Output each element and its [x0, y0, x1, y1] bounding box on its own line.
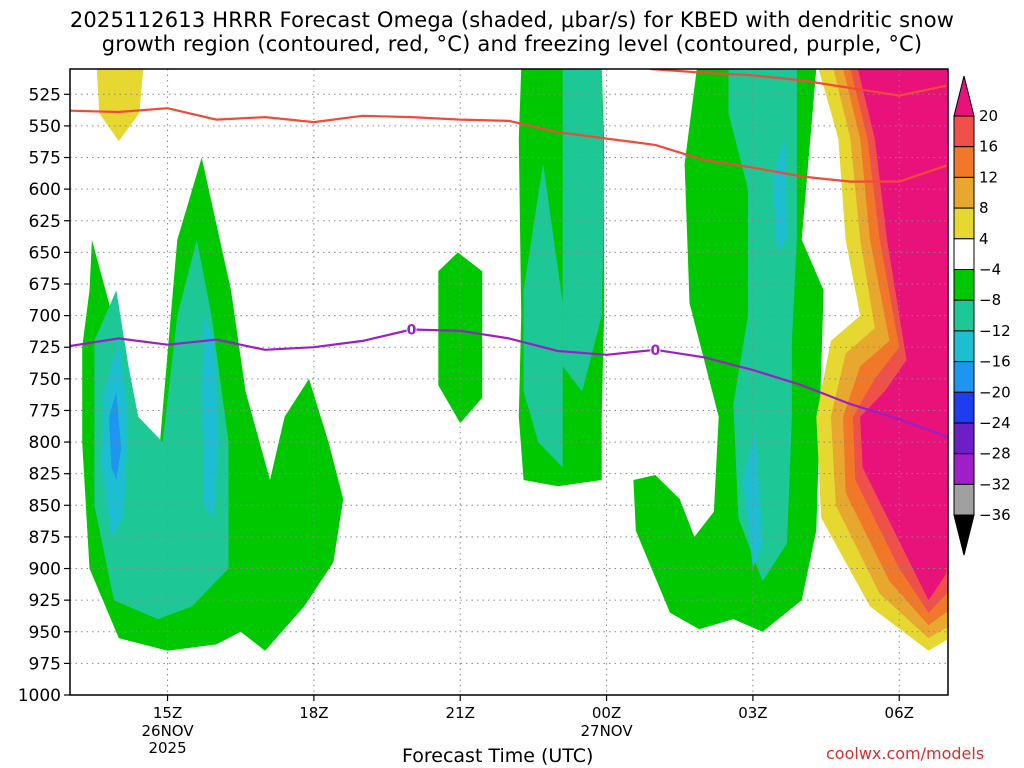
- x-tick-label: 00Z: [592, 704, 621, 722]
- y-tick-label: 600: [29, 180, 61, 200]
- colorbar-bin: [953, 391, 975, 424]
- x-axis-label: Forecast Time (UTC): [402, 745, 594, 767]
- colorbar-label: −32: [979, 475, 1011, 493]
- y-tick-label: 750: [29, 370, 61, 390]
- colorbar-label: 20: [979, 107, 998, 125]
- colorbar-label: −4: [979, 261, 1001, 279]
- y-axis: 525 550 575 600 625 650 675 700 725 750 775 800 825 8…: [18, 85, 70, 706]
- colorbar-label: −20: [979, 383, 1011, 401]
- x-tick-label: 03Z: [738, 704, 767, 722]
- colorbar-bin: [953, 146, 975, 178]
- dgz-lower-isotherm: [70, 107, 948, 183]
- x-tick-year: 2025: [148, 739, 186, 757]
- omega-yellow-top-left: [96, 69, 144, 142]
- colorbar-label: −8: [979, 291, 1001, 309]
- y-tick-label: 525: [29, 85, 61, 105]
- y-tick-label: 650: [29, 243, 61, 263]
- contour-layer: 00: [70, 69, 948, 440]
- colorbar-label: −16: [979, 353, 1011, 371]
- colorbar-bin: [953, 299, 975, 332]
- y-tick-label: 850: [29, 496, 61, 516]
- plot-frame: [69, 68, 949, 696]
- y-tick-label: 625: [29, 212, 61, 232]
- colorbar-label: 4: [979, 230, 989, 248]
- x-tick-date: 26NOV: [141, 722, 194, 740]
- colorbar-bin: [953, 361, 975, 393]
- colorbar-bin: [953, 269, 975, 301]
- colorbar-label: 16: [979, 138, 998, 156]
- chart-title-line-2: growth region (contoured, red, °C) and f…: [101, 32, 923, 56]
- colorbar: 20 16 12 8 4 −4 −8 −12 −16 −20 −24 −28 −32 −36: [953, 75, 1011, 556]
- colorbar-label: 8: [979, 199, 989, 217]
- y-tick-label: 950: [29, 623, 61, 643]
- colorbar-bin: [953, 422, 975, 455]
- credit-link[interactable]: coolwx.com/models: [826, 744, 985, 763]
- y-tick-label: 900: [29, 560, 61, 580]
- chart-title-line-1: 2025112613 HRRR Forecast Omega (shaded, …: [69, 8, 955, 32]
- colorbar-bin: [953, 330, 975, 363]
- x-tick-label: 18Z: [299, 704, 328, 722]
- dgz-upper-isotherm: [650, 69, 948, 97]
- y-tick-label: 925: [29, 591, 61, 611]
- omega-magenta-right: [857, 69, 948, 601]
- colorbar-label: 12: [979, 168, 998, 186]
- y-tick-label: 975: [29, 654, 61, 674]
- x-tick-date: 27NOV: [580, 722, 633, 740]
- omega-blue-early: [109, 391, 122, 480]
- colorbar-bin: [953, 483, 975, 516]
- y-tick-label: 725: [29, 338, 61, 358]
- omega-cyan-early-2: [201, 315, 219, 518]
- omega-shading-layer: [70, 69, 948, 701]
- omega-teal-early: [94, 239, 229, 620]
- y-tick-label: 800: [29, 433, 61, 453]
- colorbar-label: −36: [979, 506, 1011, 524]
- y-tick-label: 675: [29, 275, 61, 295]
- y-tick-label: 550: [29, 117, 61, 137]
- colorbar-bin: [953, 115, 975, 148]
- x-tick-label: 21Z: [446, 704, 475, 722]
- omega-cyan-right: [772, 138, 787, 253]
- y-tick-label: 1000: [18, 686, 61, 706]
- freezing-level-label: 0: [650, 343, 660, 359]
- freezing-label-bg: [406, 321, 417, 336]
- colorbar-bin-top: [953, 75, 975, 117]
- y-tick-label: 575: [29, 149, 61, 169]
- freezing-label-bg: [650, 341, 661, 356]
- x-tick-label: 06Z: [885, 704, 914, 722]
- omega-teal-large-2: [562, 69, 605, 392]
- terrain-ground: [70, 695, 948, 701]
- colorbar-bin-bottom: [953, 514, 975, 556]
- colorbar-bin: [953, 176, 975, 209]
- colorbar-label: −24: [979, 414, 1011, 432]
- freezing-level-line: [70, 328, 948, 440]
- freezing-level-label: 0: [407, 323, 417, 339]
- x-tick-label: 15Z: [153, 704, 182, 722]
- y-tick-label: 700: [29, 307, 61, 327]
- colorbar-bin: [953, 207, 975, 240]
- colorbar-bin: [953, 238, 975, 271]
- colorbar-label: −12: [979, 322, 1011, 340]
- colorbar-bin: [953, 453, 975, 485]
- colorbar-label: −28: [979, 445, 1011, 463]
- y-tick-label: 825: [29, 465, 61, 485]
- y-tick-label: 775: [29, 401, 61, 421]
- y-tick-label: 875: [29, 528, 61, 548]
- omega-green-mid: [438, 252, 483, 424]
